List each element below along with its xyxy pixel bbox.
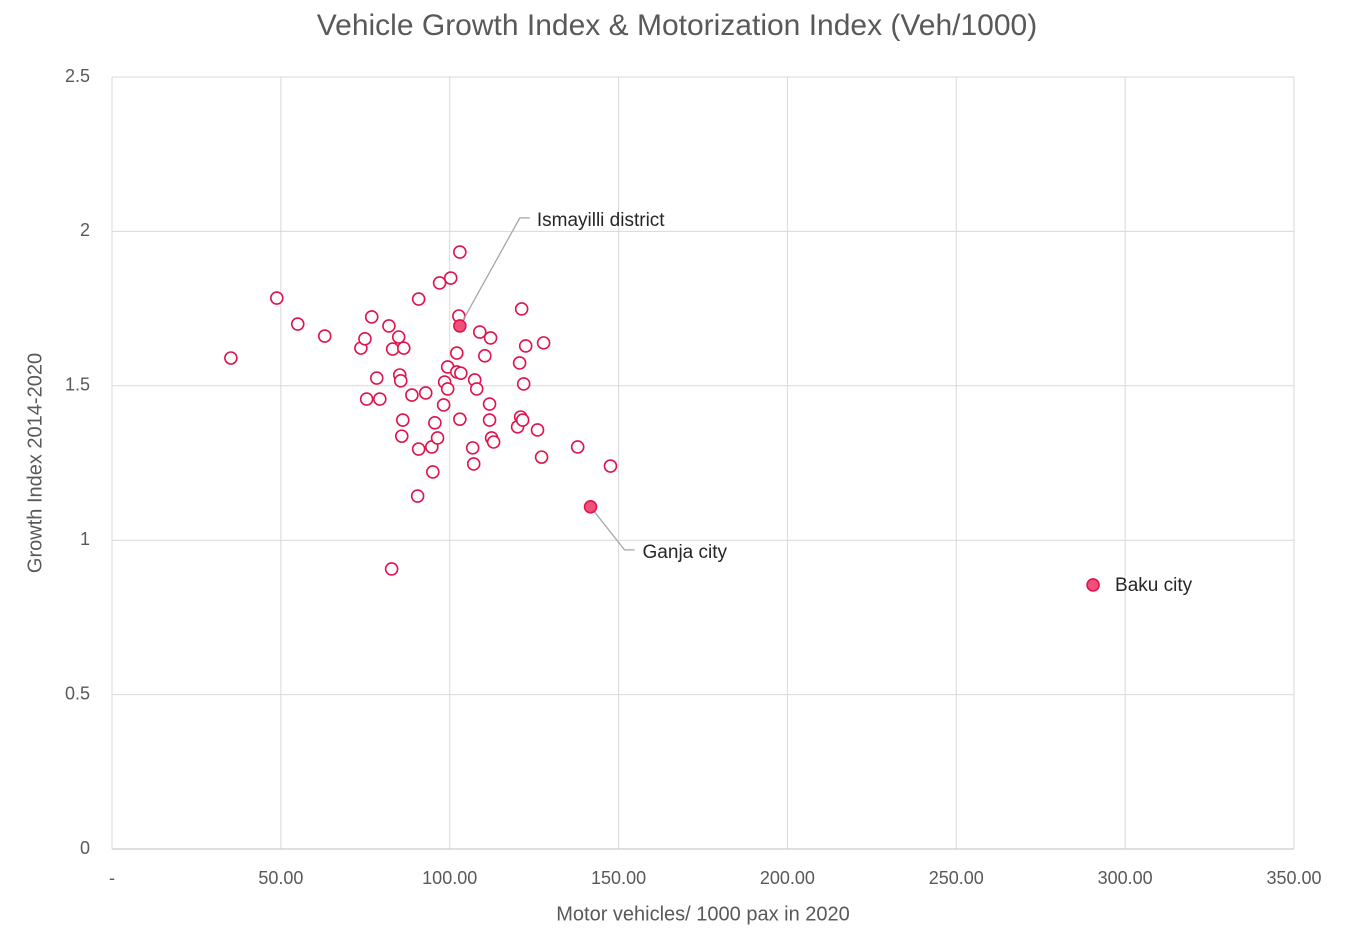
point (430, 431, 445, 445)
point (482, 413, 497, 427)
point (453, 412, 467, 426)
annotation: Ismayilli district (537, 210, 665, 231)
x-tick-label: - (109, 868, 115, 888)
point (359, 392, 374, 406)
point (410, 489, 425, 503)
point (317, 329, 332, 343)
x-tick-label: 350.00 (1266, 868, 1321, 888)
annotation: Baku city (1115, 575, 1193, 596)
point (454, 366, 468, 380)
point (514, 302, 529, 316)
leader-line (590, 506, 635, 551)
point (443, 271, 458, 285)
point (432, 276, 447, 290)
point (453, 245, 467, 259)
point (515, 413, 530, 427)
point (224, 351, 238, 365)
leader-line (459, 217, 530, 327)
point (536, 336, 551, 350)
point (385, 342, 400, 356)
point (440, 382, 455, 396)
point (534, 450, 549, 464)
point (530, 423, 545, 437)
point (512, 356, 527, 370)
point (396, 341, 411, 355)
y-axis-label: Growth Index 2014-2020 (24, 353, 46, 573)
chart-title: Vehicle Growth Index & Motorization Inde… (317, 9, 1037, 42)
point (393, 374, 408, 388)
point (450, 346, 464, 360)
point (465, 441, 480, 455)
point (428, 416, 442, 430)
point (384, 562, 399, 576)
point (478, 349, 492, 363)
point (518, 339, 533, 353)
highlight-point (583, 500, 598, 514)
point (411, 292, 426, 306)
y-tick-label: 0 (80, 838, 90, 858)
x-tick-label: 200.00 (760, 868, 815, 888)
point (482, 397, 497, 411)
point (483, 331, 498, 345)
point (603, 459, 618, 473)
point (472, 325, 487, 339)
x-tick-label: 100.00 (422, 868, 477, 888)
point (466, 457, 481, 471)
y-tick-label: 1.5 (65, 375, 90, 395)
point (270, 291, 284, 305)
y-tick-label: 2.5 (65, 66, 90, 86)
x-tick-label: 300.00 (1098, 868, 1153, 888)
point (290, 317, 305, 331)
point (382, 319, 396, 333)
point (570, 440, 585, 454)
point (436, 398, 451, 412)
x-axis-label: Motor vehicles/ 1000 pax in 2020 (556, 903, 850, 925)
highlight-point (1086, 578, 1100, 592)
annotation: Ganja city (643, 542, 728, 563)
point (405, 388, 419, 402)
x-tick-label: 150.00 (591, 868, 646, 888)
point (486, 435, 501, 449)
point (358, 332, 372, 346)
point (364, 310, 379, 324)
point (391, 330, 406, 344)
point (411, 442, 426, 456)
point (516, 377, 531, 391)
point (418, 386, 433, 400)
point (369, 371, 384, 385)
point (395, 413, 410, 427)
y-tick-label: 1 (80, 529, 90, 549)
x-tick-label: 50.00 (258, 868, 303, 888)
point (394, 429, 409, 443)
highlight-point (453, 319, 467, 333)
y-tick-label: 0.5 (65, 683, 90, 703)
y-tick-label: 2 (80, 220, 90, 240)
point (469, 382, 484, 396)
point (373, 392, 387, 406)
point (426, 465, 440, 479)
x-tick-label: 250.00 (929, 868, 984, 888)
